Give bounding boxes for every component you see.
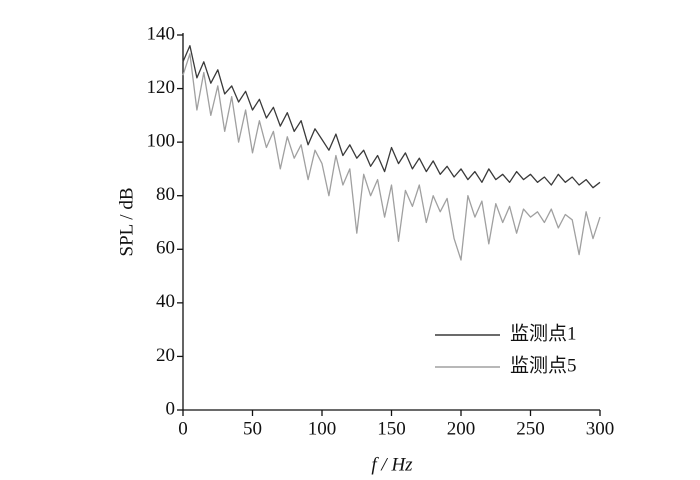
x-tick-label: 100 (308, 418, 337, 439)
series-line (182, 45, 601, 189)
series-line (182, 53, 601, 261)
y-axis-label: SPL / dB (116, 188, 137, 257)
y-tick-label: 0 (166, 398, 176, 419)
legend-label: 监测点1 (510, 322, 577, 344)
x-tick-label: 250 (516, 418, 545, 439)
x-tick-label: 50 (243, 418, 262, 439)
x-tick-label: 200 (447, 418, 476, 439)
y-tick-label: 120 (147, 77, 176, 98)
x-tick-label: 300 (586, 418, 615, 439)
y-tick-label: 140 (147, 23, 176, 44)
y-tick-label: 100 (147, 131, 176, 152)
y-tick-label: 40 (156, 291, 175, 312)
x-axis-label: f / Hz (371, 454, 413, 475)
y-tick-label: 20 (156, 345, 175, 366)
x-tick-label: 150 (377, 418, 406, 439)
legend-label: 监测点5 (510, 354, 577, 376)
y-tick-label: 60 (156, 238, 175, 259)
y-tick-label: 80 (156, 184, 175, 205)
x-tick-label: 0 (178, 418, 188, 439)
